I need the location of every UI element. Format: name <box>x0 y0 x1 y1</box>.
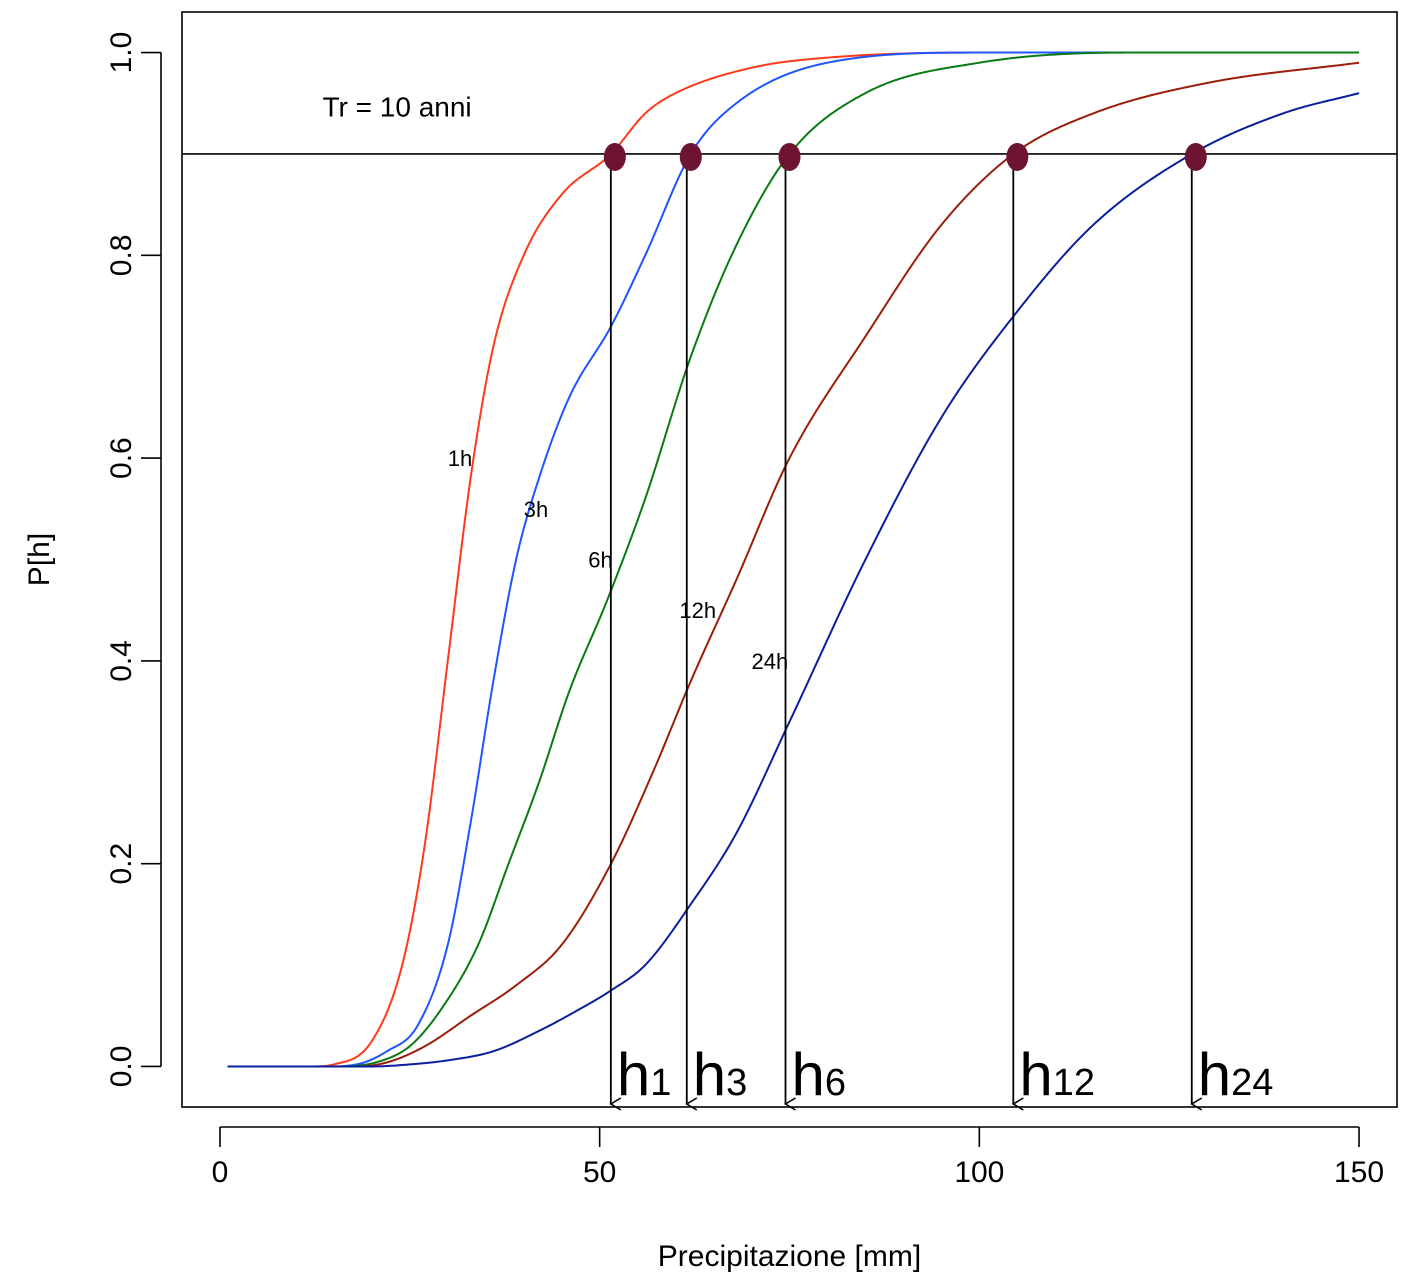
series-line-3h <box>227 51 1360 1068</box>
value-label-h24: h24 <box>1198 1041 1274 1108</box>
x-tick-label: 100 <box>954 1156 1004 1189</box>
curve-label-12h: 12h <box>679 598 716 623</box>
y-axis-title: P[h] <box>23 533 56 586</box>
curve-label-6h: 6h <box>588 548 612 573</box>
point-h1 <box>603 142 626 171</box>
x-tick-label: 150 <box>1334 1156 1384 1189</box>
value-label-subscript: 1 <box>650 1062 671 1104</box>
y-tick-label: 0.6 <box>105 437 138 479</box>
value-label-h3: h3 <box>693 1041 748 1108</box>
value-label-h1: h1 <box>617 1041 672 1108</box>
point-h3 <box>679 142 702 171</box>
curve-label-1h: 1h <box>448 446 472 471</box>
series-line-12h <box>227 61 1360 1068</box>
series-line-24h <box>227 92 1360 1068</box>
curve-label-24h: 24h <box>752 649 789 674</box>
series-line-6h <box>227 51 1360 1068</box>
threshold-label: Tr = 10 anni <box>322 91 471 122</box>
value-label-subscript: 3 <box>726 1062 747 1104</box>
y-tick-label: 0.8 <box>105 234 138 276</box>
value-label-h6: h6 <box>792 1041 847 1108</box>
y-tick-label: 0.4 <box>105 640 138 682</box>
value-label-subscript: 24 <box>1231 1062 1273 1104</box>
y-tick-label: 0.2 <box>105 843 138 885</box>
plot-frame <box>181 11 1398 1108</box>
y-tick-label: 1.0 <box>105 32 138 74</box>
point-h24 <box>1184 142 1207 171</box>
x-tick-label: 0 <box>212 1156 229 1189</box>
value-label-h12: h12 <box>1019 1041 1095 1108</box>
x-axis-title: Precipitazione [mm] <box>658 1240 921 1273</box>
point-h6 <box>778 142 801 171</box>
point-h12 <box>1006 142 1029 171</box>
series-line-1h <box>227 51 1360 1068</box>
value-label-subscript: 6 <box>825 1062 846 1104</box>
y-tick-label: 0.0 <box>105 1046 138 1088</box>
x-tick-label: 50 <box>583 1156 616 1189</box>
value-label-subscript: 12 <box>1053 1062 1095 1104</box>
curve-label-3h: 3h <box>524 497 548 522</box>
